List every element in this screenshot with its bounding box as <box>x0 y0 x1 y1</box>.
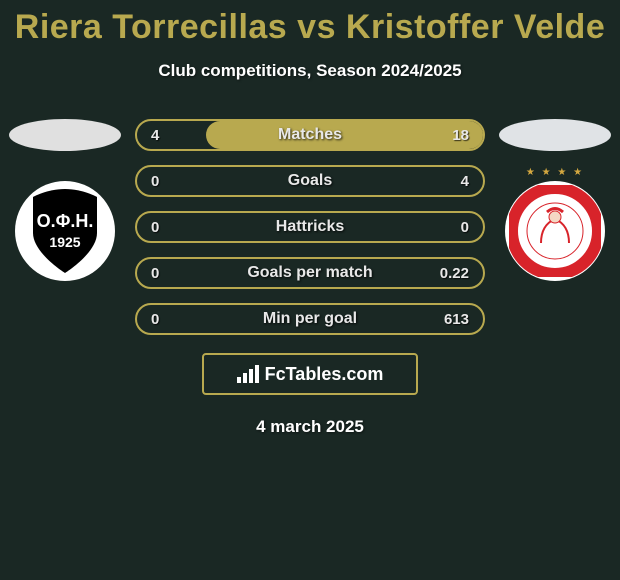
brand-box: FcTables.com <box>202 353 418 395</box>
bar-chart-icon <box>237 365 259 383</box>
olympiacos-badge-icon <box>509 185 601 277</box>
content-row: Ο.Φ.Η. 1925 4Matches180Goals40Hattricks0… <box>0 119 620 335</box>
date-text: 4 march 2025 <box>0 417 620 437</box>
stat-label: Min per goal <box>263 310 357 328</box>
right-player-column: ★ ★ ★ ★ <box>495 119 615 281</box>
svg-text:Ο.Φ.Η.: Ο.Φ.Η. <box>37 211 94 231</box>
stat-row: 0 Min per goal 613 <box>135 303 485 335</box>
stat-label: Matches <box>278 126 342 144</box>
left-club-logo: Ο.Φ.Η. 1925 <box>15 181 115 281</box>
stat-label: Goals <box>288 172 332 190</box>
stat-right-value: 613 <box>439 311 469 328</box>
stat-row: 0 Hattricks 0 <box>135 211 485 243</box>
stat-right-value: 18 <box>439 127 469 144</box>
ofi-shield-icon: Ο.Φ.Η. 1925 <box>17 183 113 279</box>
stat-left-value: 4 <box>151 127 181 144</box>
svg-text:1925: 1925 <box>49 234 80 250</box>
stat-row: 4 Matches 18 <box>135 119 485 151</box>
stat-right-value: 4 <box>439 173 469 190</box>
stat-right-value: 0.22 <box>439 265 469 282</box>
right-club-logo: ★ ★ ★ ★ <box>505 181 605 281</box>
stat-left-value: 0 <box>151 265 181 282</box>
stat-row: 0 Goals per match 0.22 <box>135 257 485 289</box>
stars-icon: ★ ★ ★ ★ <box>526 167 584 178</box>
stat-right-value: 0 <box>439 219 469 236</box>
stat-left-value: 0 <box>151 219 181 236</box>
subtitle: Club competitions, Season 2024/2025 <box>0 61 620 81</box>
left-player-photo-placeholder <box>9 119 121 151</box>
stat-label: Hattricks <box>276 218 344 236</box>
left-player-column: Ο.Φ.Η. 1925 <box>5 119 125 281</box>
brand-text: FcTables.com <box>265 364 384 385</box>
stat-left-value: 0 <box>151 311 181 328</box>
stats-bars: 4 Matches 18 0 Goals 4 0 Hattricks 0 0 Goals per m… <box>135 119 485 335</box>
comparison-infographic: Riera Torrecillas vs Kristoffer Velde Cl… <box>0 0 620 580</box>
stat-label: Goals per match <box>247 264 372 282</box>
stat-row: 0 Goals 4 <box>135 165 485 197</box>
right-player-photo-placeholder <box>499 119 611 151</box>
page-title: Riera Torrecillas vs Kristoffer Velde <box>0 0 620 47</box>
stat-left-value: 0 <box>151 173 181 190</box>
